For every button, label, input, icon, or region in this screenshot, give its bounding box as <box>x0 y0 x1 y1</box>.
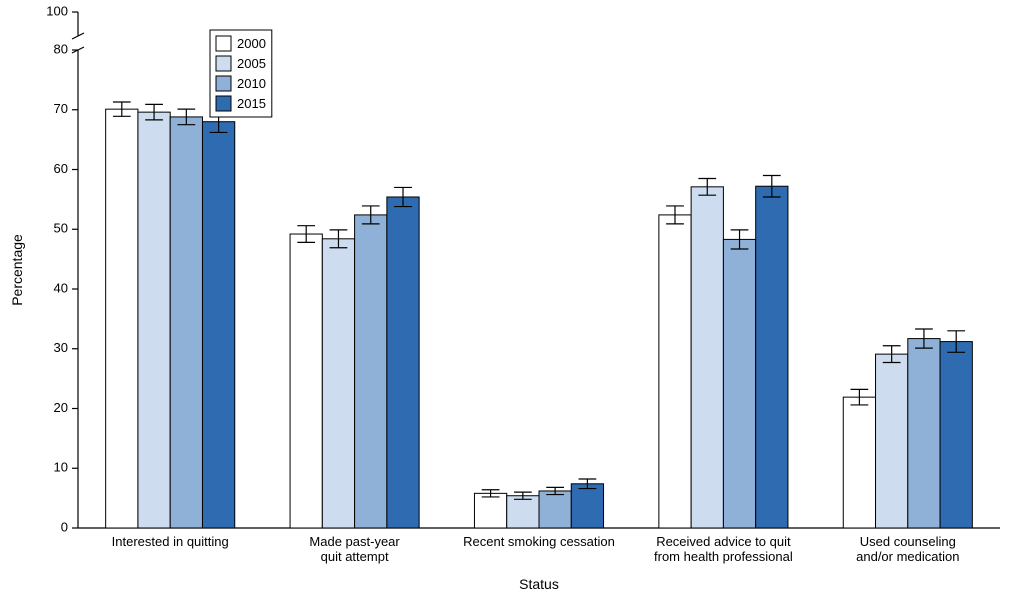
y-tick-label: 10 <box>54 460 68 475</box>
bar <box>138 112 170 528</box>
bar <box>539 491 571 528</box>
bar <box>571 484 603 528</box>
legend-label: 2005 <box>237 56 266 71</box>
x-category-label: quit attempt <box>321 549 389 564</box>
legend-swatch <box>216 56 231 71</box>
x-category-label: and/or medication <box>856 549 959 564</box>
bar <box>843 397 875 528</box>
legend-label: 2015 <box>237 96 266 111</box>
bar <box>387 197 419 528</box>
bar <box>723 239 755 528</box>
bar <box>202 122 234 528</box>
y-tick-label: 40 <box>54 280 68 295</box>
bar <box>940 342 972 528</box>
bar <box>507 496 539 528</box>
legend-label: 2000 <box>237 36 266 51</box>
x-category-label: Used counseling <box>860 534 956 549</box>
y-axis-label: Percentage <box>9 234 25 306</box>
legend: 2000 2005 2010 2015 <box>210 30 272 117</box>
legend-swatch <box>216 96 231 111</box>
bar <box>106 109 138 528</box>
bar <box>756 186 788 528</box>
bar <box>290 234 322 528</box>
y-tick-label: 30 <box>54 340 68 355</box>
x-category-label: Received advice to quit <box>656 534 791 549</box>
bar <box>908 339 940 528</box>
bar <box>659 215 691 528</box>
y-tick-label: 20 <box>54 400 68 415</box>
y-tick-label: 50 <box>54 221 68 236</box>
chart-container: 0 10 20 30 40 50 60 70 80 100 Percentage Interested… <box>0 0 1033 603</box>
x-category-label: Interested in quitting <box>112 534 229 549</box>
y-tick-label: 60 <box>54 161 68 176</box>
y-tick-label: 80 <box>54 41 68 56</box>
bar <box>876 354 908 528</box>
bar-chart: 0 10 20 30 40 50 60 70 80 100 Percentage Interested… <box>0 0 1033 603</box>
x-category-label: Recent smoking cessation <box>463 534 615 549</box>
x-category-label: Made past-year <box>309 534 400 549</box>
y-tick-label: 0 <box>61 519 68 534</box>
x-category-label: from health professional <box>654 549 793 564</box>
y-tick-label: 100 <box>46 3 68 18</box>
bar <box>474 493 506 528</box>
bar <box>691 187 723 528</box>
y-tick-label: 70 <box>54 101 68 116</box>
x-axis-label: Status <box>519 576 559 592</box>
legend-label: 2010 <box>237 76 266 91</box>
bar <box>170 117 202 528</box>
legend-swatch <box>216 36 231 51</box>
legend-swatch <box>216 76 231 91</box>
bar <box>355 215 387 528</box>
bar <box>322 239 354 528</box>
